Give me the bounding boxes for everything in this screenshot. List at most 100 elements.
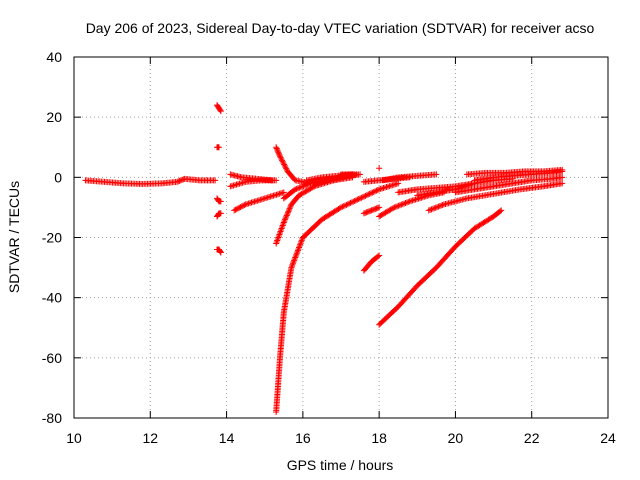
data-point [373, 187, 380, 194]
data-point [286, 205, 293, 212]
data-point [434, 204, 441, 211]
data-point [360, 210, 367, 217]
data-point [367, 207, 374, 214]
data-point [498, 207, 505, 214]
data-point [395, 202, 402, 209]
data-point [351, 197, 358, 204]
data-point [402, 200, 409, 207]
data-point [217, 198, 224, 205]
data-point [282, 164, 289, 171]
data-point [292, 254, 299, 261]
data-point [299, 183, 306, 190]
y-tick-label: -20 [42, 230, 62, 246]
data-point [362, 209, 369, 216]
data-point [343, 201, 350, 208]
data-point [403, 199, 410, 206]
data-point [394, 203, 401, 210]
data-point [370, 188, 377, 195]
data-point [287, 204, 294, 211]
data-point [279, 158, 286, 165]
data-point [241, 202, 248, 209]
data-point [369, 206, 376, 213]
data-point [288, 264, 295, 271]
data-point [297, 184, 304, 191]
data-point [280, 219, 287, 226]
data-point [217, 108, 224, 115]
data-point [240, 202, 247, 209]
data-point [296, 243, 303, 250]
data-point [290, 258, 297, 265]
data-point [281, 161, 288, 168]
data-point [390, 205, 397, 212]
data-point [371, 206, 378, 213]
x-tick-label: 24 [600, 430, 616, 446]
data-point [297, 240, 304, 247]
data-point [357, 195, 364, 202]
data-point [363, 209, 370, 216]
data-point [235, 205, 242, 212]
grid [74, 57, 608, 418]
data-point [428, 206, 435, 213]
x-tick-label: 16 [295, 430, 311, 446]
data-point [559, 180, 566, 187]
data-point [288, 263, 295, 270]
data-point [295, 245, 302, 252]
data-point [284, 209, 291, 216]
data-point [346, 200, 353, 207]
data-point [391, 204, 398, 211]
data-point [559, 174, 566, 181]
x-tick-label: 12 [142, 430, 158, 446]
data-point [274, 148, 281, 155]
data-point [217, 210, 224, 217]
y-tick-label: 0 [54, 169, 62, 185]
data-point [281, 216, 288, 223]
x-tick-label: 18 [371, 430, 387, 446]
data-point [175, 178, 182, 185]
data-point [297, 241, 304, 248]
ticks: 10 12 14 16 18 20 22 24 -80 -60 -40 -20 0 20 40 [42, 49, 616, 446]
data-points [82, 102, 566, 415]
data-point [436, 203, 443, 210]
data-point [342, 202, 349, 209]
data-point [310, 184, 317, 191]
data-point [348, 199, 355, 206]
data-point [289, 261, 296, 268]
data-point [293, 185, 300, 192]
data-point [294, 247, 301, 254]
data-point [291, 187, 298, 194]
data-point [364, 208, 371, 215]
data-point [236, 204, 243, 211]
data-point [344, 201, 351, 208]
data-point [350, 198, 357, 205]
data-point [361, 193, 368, 200]
data-point [283, 212, 290, 219]
data-point [173, 178, 180, 185]
data-point [217, 107, 224, 114]
data-point [395, 180, 402, 187]
data-point [376, 252, 383, 259]
data-point [372, 188, 379, 195]
data-point [292, 186, 299, 193]
data-point [280, 160, 287, 167]
data-point [278, 156, 285, 163]
data-point [294, 248, 301, 255]
data-point [298, 237, 305, 244]
data-point [296, 184, 303, 191]
data-point [283, 213, 290, 220]
data-point [374, 204, 381, 211]
data-point [358, 194, 365, 201]
data-point [293, 251, 300, 258]
data-point [281, 218, 288, 225]
data-point [375, 253, 382, 260]
data-point [276, 153, 283, 160]
data-point [282, 215, 289, 222]
x-tick-label: 14 [219, 430, 235, 446]
y-tick-label: -40 [42, 290, 62, 306]
data-point [433, 171, 440, 178]
data-point [291, 255, 298, 262]
data-point [232, 206, 239, 213]
data-point [374, 187, 381, 194]
data-point [429, 205, 436, 212]
data-point [559, 168, 566, 175]
